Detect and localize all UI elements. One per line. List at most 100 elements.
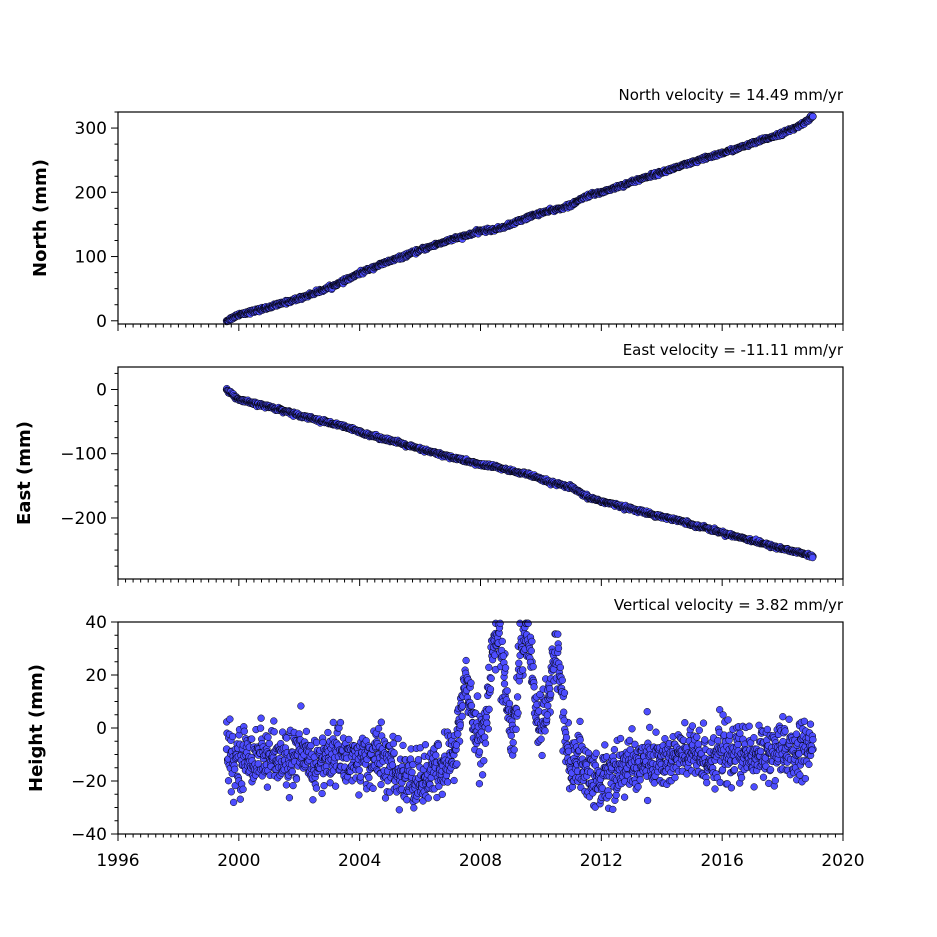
height-data-point [475,780,484,788]
height-data-point [473,692,482,701]
height-data-point [556,663,565,672]
height-data-point [329,718,337,727]
height-data-point [509,738,517,747]
height-data-point [643,708,651,716]
height-data-point [365,774,373,782]
height-data-point [312,738,321,747]
height-ylabel: Height (mm) [26,664,47,792]
height-data-point [444,778,452,786]
height-data-point [228,732,237,741]
height-data-point [236,795,244,803]
height-data-point [319,738,327,747]
height-data-point [410,804,418,812]
height-data-point [331,782,340,790]
height-data-point [257,714,265,722]
height-data-point [498,637,506,646]
height-data-point [562,733,571,742]
height-data-point [513,693,522,701]
height-data-point [229,798,238,807]
height-data-point [480,757,488,765]
height-data-point [781,727,789,735]
height-data-point [514,709,522,717]
height-data-point [628,725,636,733]
height-data-point [750,783,758,791]
height-data-point [558,676,566,684]
height-data-point [265,739,273,748]
ytick-label: 0 [96,380,107,400]
height-data-point [734,740,742,749]
height-data-point [527,647,535,655]
height-data-point [475,748,484,756]
height-data-point [805,760,813,769]
height-data-point [282,781,291,789]
height-data-point [547,690,555,699]
north-velocity-label: North velocity = 14.49 mm/yr [619,86,844,104]
east-velocity-label: East velocity = -11.11 mm/yr [623,341,844,359]
height-data-point [320,782,328,790]
height-data-point [256,724,265,732]
height-data-point [231,765,239,773]
height-data-point [288,767,296,776]
height-data-point [609,805,617,814]
height-data-point [248,735,256,743]
height-data-point [564,747,573,755]
height-data-point [636,776,644,784]
height-data-point [759,773,768,781]
height-data-point [515,659,523,667]
east-ylabel: East (mm) [14,421,35,525]
height-data-point [554,644,563,652]
height-data-point [394,734,402,743]
height-data-point [263,783,272,791]
height-data-point [757,747,765,755]
height-data-point [432,751,440,759]
height-data-point [519,666,527,674]
height-data-point [355,766,363,774]
height-data-point [434,741,443,749]
height-data-point [512,725,520,733]
height-data-point [716,778,724,787]
north-points [222,112,817,326]
height-data-point [456,721,464,729]
height-data-point [500,680,509,688]
height-data-point [576,717,584,726]
height-data-point [485,663,493,672]
height-data-point [737,774,746,782]
height-data-point [454,730,462,738]
height-data-point [484,725,492,733]
height-data-point [541,727,549,735]
ytick-label: −200 [60,509,107,529]
ytick-label: 100 [75,248,107,268]
ytick-label: 0 [96,719,107,739]
height-data-point [528,637,536,646]
height-data-point [785,715,793,723]
height-data-point [226,715,234,723]
height-data-point [554,630,562,638]
height-data-point [643,796,652,805]
height-data-point [381,794,390,802]
height-data-point [467,679,475,687]
height-data-point [270,728,278,736]
height-data-point [688,722,697,730]
height-data-point [750,734,758,742]
ytick-label: −20 [71,772,107,792]
height-data-point [806,720,815,728]
height-data-point [289,781,297,790]
ytick-label: 300 [75,119,107,139]
height-data-point [312,784,321,792]
height-data-point [324,728,332,737]
height-data-point [345,735,353,744]
height-data-point [745,722,753,730]
height-data-point [309,796,317,804]
xtick-label: 2008 [459,851,502,871]
ytick-label: 0 [96,312,107,332]
height-data-point [671,773,679,782]
height-data-point [809,736,817,744]
height-data-point [701,736,709,744]
height-data-point [693,733,701,741]
height-data-point [467,702,476,710]
north-data-point [809,112,817,121]
height-data-point [652,728,660,736]
height-data-point [529,663,537,671]
height-data-point [227,788,235,796]
height-data-point [694,740,702,748]
